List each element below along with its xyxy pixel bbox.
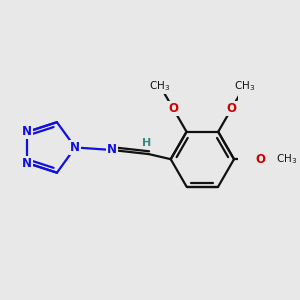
Text: N: N (70, 141, 80, 154)
Text: O: O (256, 153, 266, 166)
Text: O: O (226, 102, 236, 115)
Text: CH$_3$: CH$_3$ (277, 152, 298, 166)
Text: N: N (22, 157, 32, 169)
Text: N: N (107, 143, 117, 157)
Text: H: H (142, 138, 152, 148)
Text: CH$_3$: CH$_3$ (149, 79, 171, 93)
Text: N: N (22, 125, 32, 138)
Text: CH$_3$: CH$_3$ (234, 79, 255, 93)
Text: O: O (168, 102, 178, 115)
